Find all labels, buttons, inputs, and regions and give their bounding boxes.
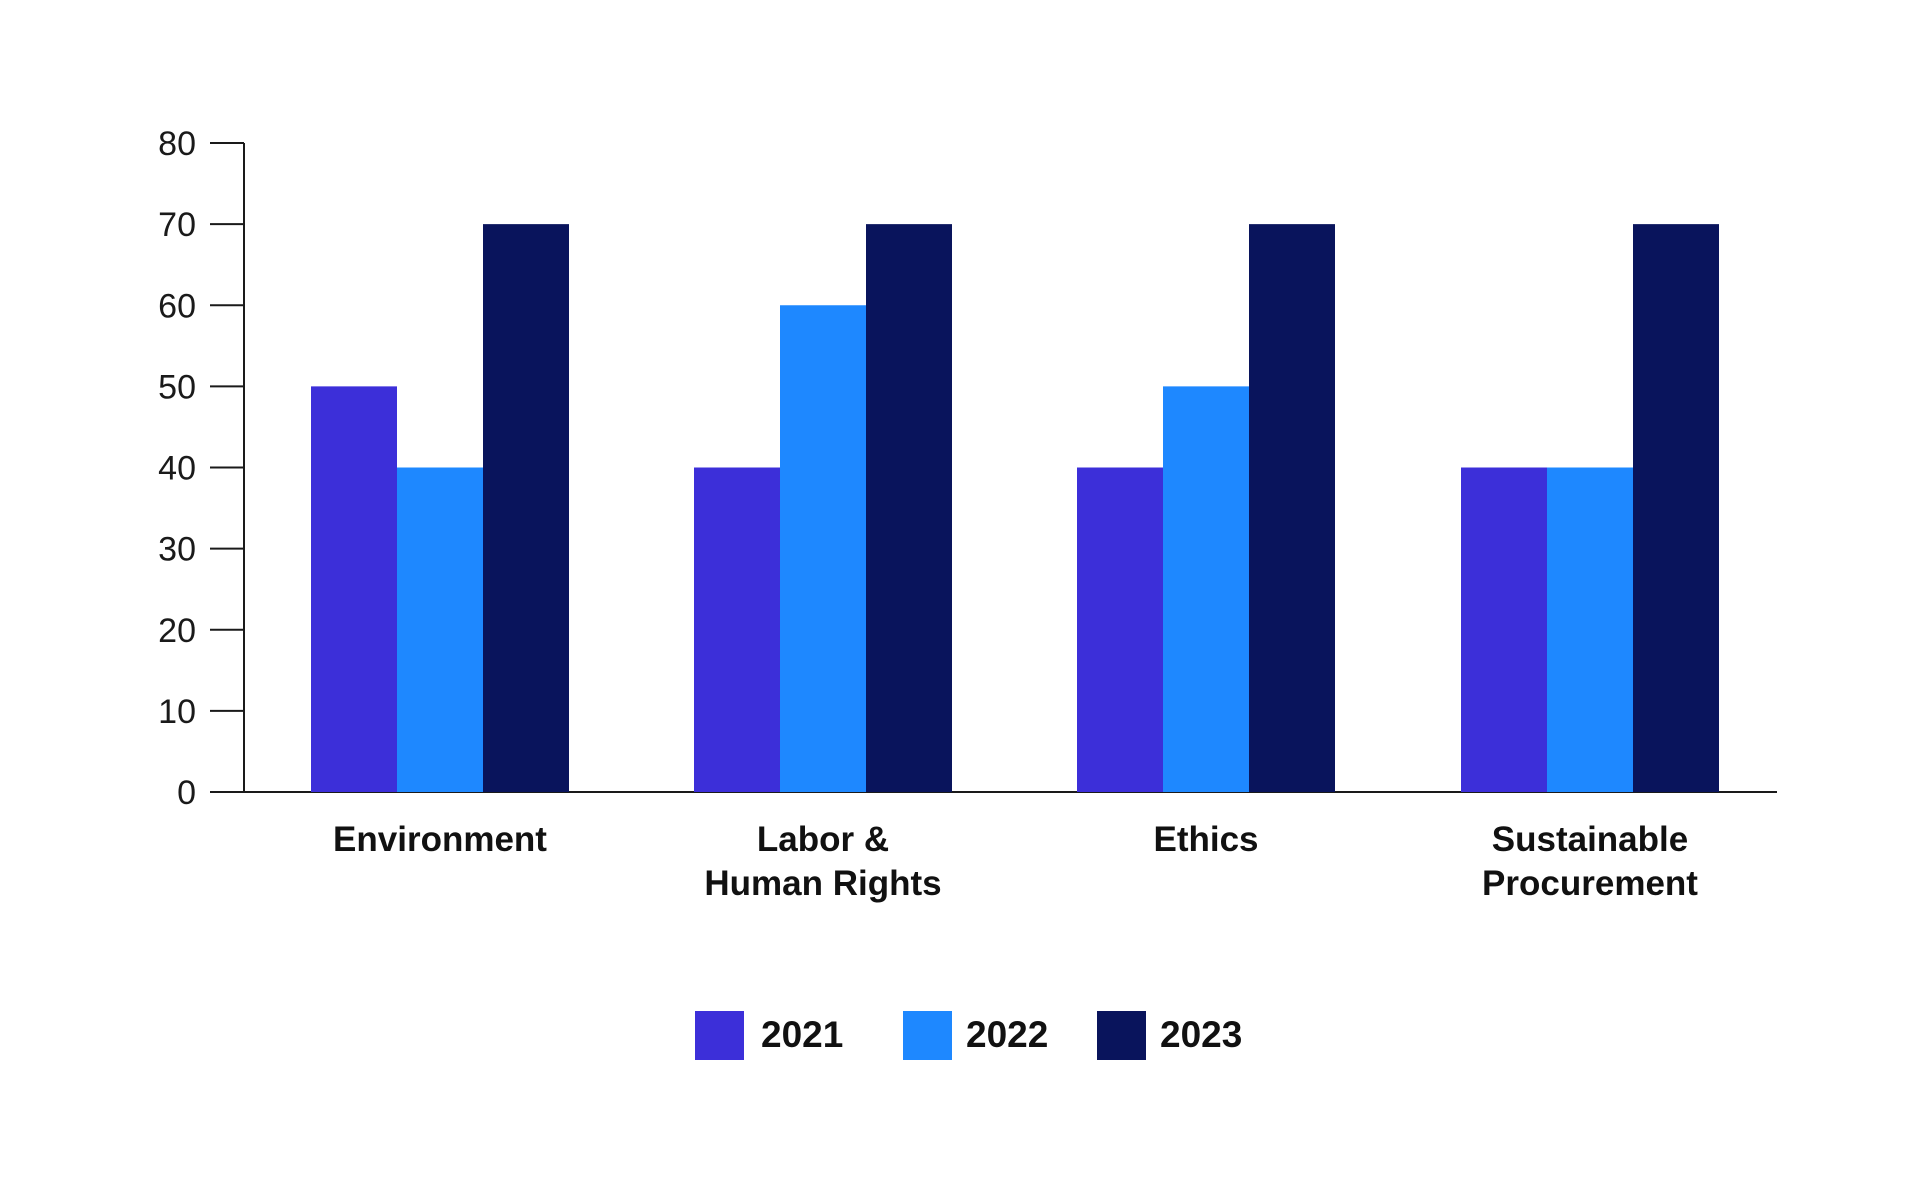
x-category-label: Procurement (1482, 864, 1698, 903)
x-category-label: Human Rights (704, 864, 941, 903)
category-labels: Environment Labor & Human Rights Ethics Sust… (333, 820, 1698, 903)
bar-2022-0 (397, 467, 483, 792)
x-category-label: Ethics (1153, 820, 1258, 859)
y-tick-label: 30 (158, 531, 196, 569)
bars (311, 224, 1719, 792)
bar-2021-1 (694, 467, 780, 792)
bar-2022-3 (1547, 467, 1633, 792)
bar-2023-3 (1633, 224, 1719, 792)
x-category-label: Sustainable (1492, 820, 1688, 859)
y-tick-label: 0 (177, 774, 196, 812)
y-tick-label: 60 (158, 287, 196, 325)
legend-swatch-2022 (903, 1011, 952, 1060)
bar-2021-3 (1461, 467, 1547, 792)
bar-2021-0 (311, 386, 397, 792)
bar-2021-2 (1077, 467, 1163, 792)
y-tick-label: 20 (158, 612, 196, 650)
y-tick-label: 10 (158, 693, 196, 731)
bar-2023-0 (483, 224, 569, 792)
legend-swatch-2021 (695, 1011, 744, 1060)
bar-2023-1 (866, 224, 952, 792)
legend-label: 2021 (761, 1014, 843, 1055)
x-category-label: Environment (333, 820, 547, 859)
legend: 2021 2022 2023 (695, 1011, 1242, 1060)
legend-label: 2022 (966, 1014, 1048, 1055)
legend-label: 2023 (1160, 1014, 1242, 1055)
y-tick-label: 50 (158, 368, 196, 406)
y-tick-label: 40 (158, 450, 196, 488)
bar-2022-2 (1163, 386, 1249, 792)
bar-2023-2 (1249, 224, 1335, 792)
y-tick-label: 70 (158, 206, 196, 244)
x-category-label: Labor & (757, 820, 889, 859)
legend-swatch-2023 (1097, 1011, 1146, 1060)
bar-2022-1 (780, 305, 866, 792)
y-tick-label: 80 (158, 125, 196, 163)
